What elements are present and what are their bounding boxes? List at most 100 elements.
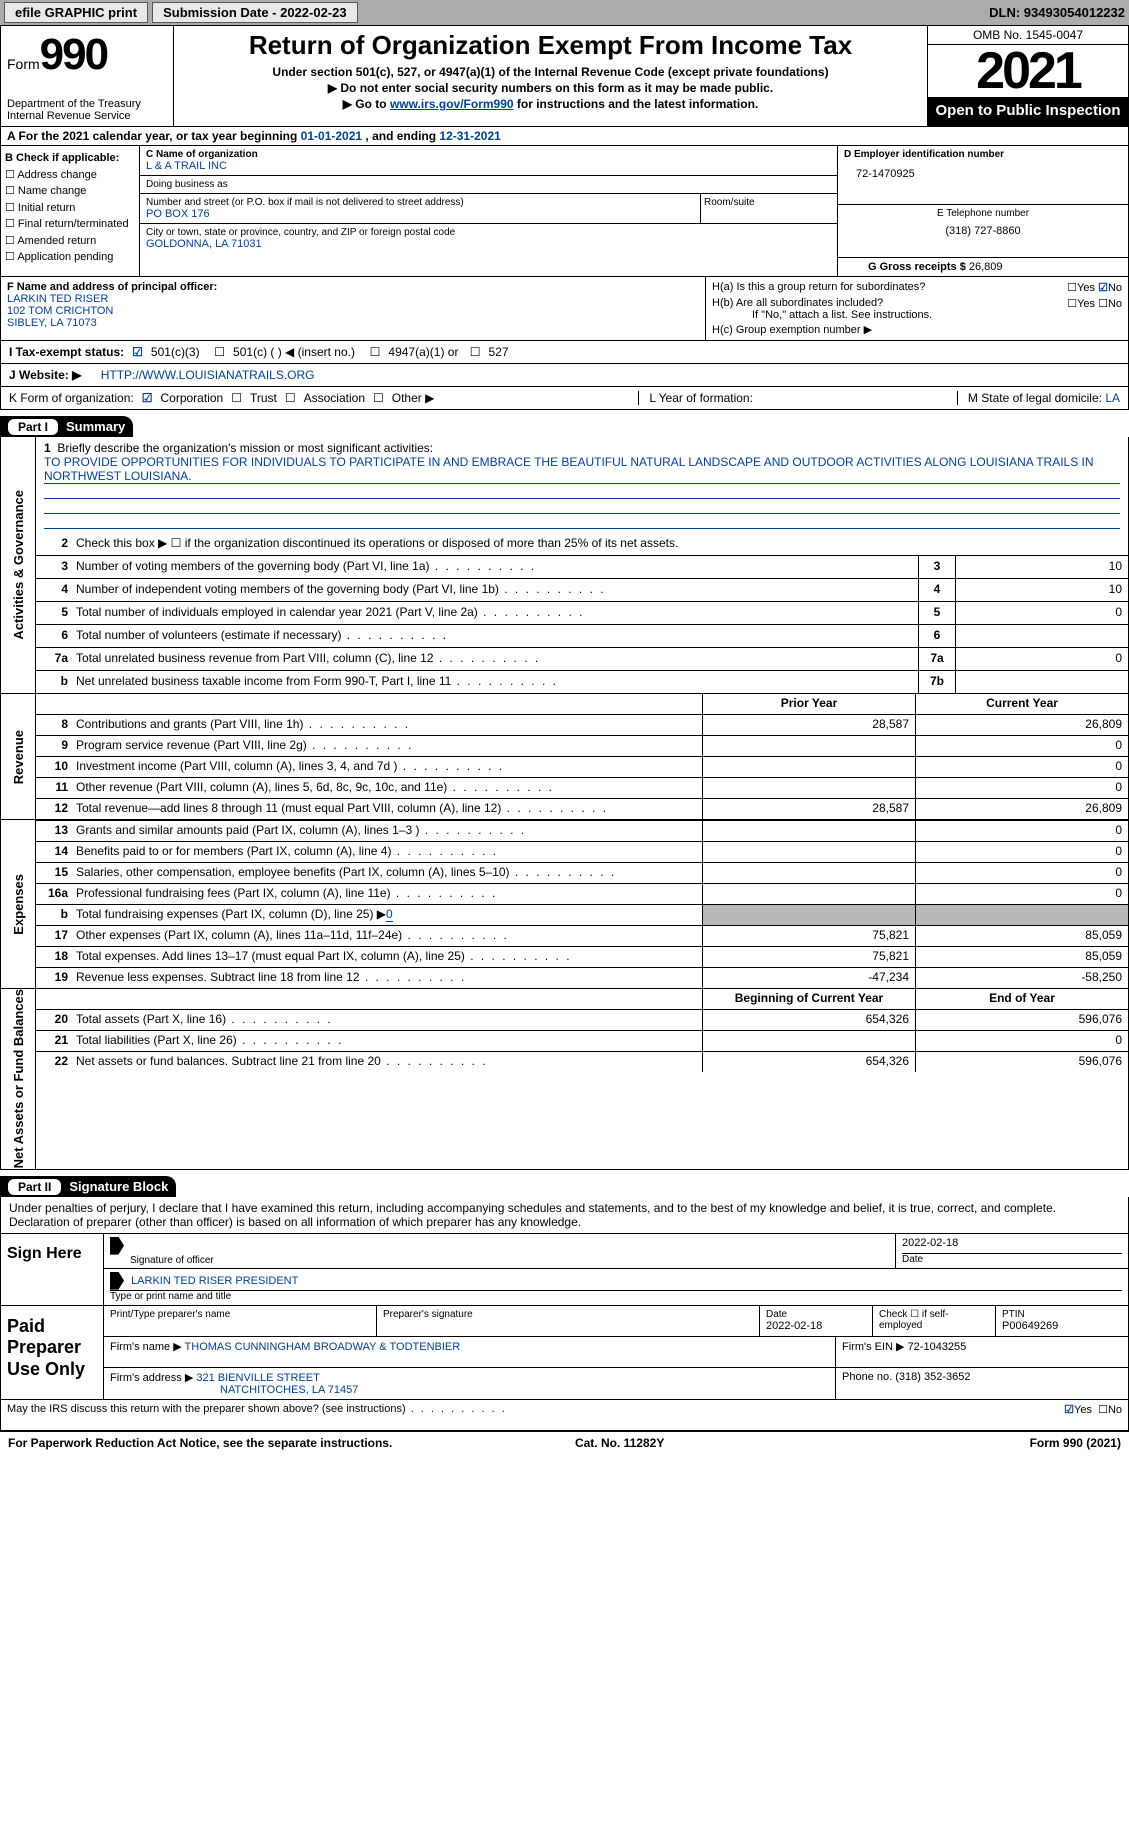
row-k-form-org: K Form of organization: ☑ Corporation ☐ … [0,387,1129,410]
exp-line-16a: Professional fundraising fees (Part IX, … [72,884,702,904]
ha-label: H(a) Is this a group return for subordin… [712,281,925,293]
rev-line-11: Other revenue (Part VIII, column (A), li… [72,778,702,798]
chk-address-change[interactable]: Address change [5,167,135,184]
net-line-22: Net assets or fund balances. Subtract li… [72,1052,702,1072]
row-website: J Website: ▶ HTTP://WWW.LOUISIANATRAILS.… [0,364,1129,387]
page-footer: For Paperwork Reduction Act Notice, see … [0,1431,1129,1454]
footer-mid: Cat. No. 11282Y [575,1436,664,1450]
footer-left: For Paperwork Reduction Act Notice, see … [8,1436,392,1450]
tel-value: (318) 727-8860 [844,219,1122,237]
net-line-21: Total liabilities (Part X, line 26) [72,1031,702,1051]
tax-year: 2021 [928,45,1128,97]
sig-date: 2022-02-18 [902,1237,958,1249]
form-number: Form990 [7,30,167,80]
exp-line-13: Grants and similar amounts paid (Part IX… [72,821,702,841]
form-header: Form990 Department of the Treasury Inter… [0,25,1129,127]
side-net-assets: Net Assets or Fund Balances [0,989,36,1169]
officer-addr2: SIBLEY, LA 71073 [7,317,97,329]
dln-label: DLN: 93493054012232 [989,5,1125,20]
firm-addr1: 321 BIENVILLE STREET [196,1372,320,1384]
city-value: GOLDONNA, LA 71031 [146,238,831,250]
org-name: L & A TRAIL INC [146,160,831,172]
signature-block: Under penalties of perjury, I declare th… [0,1197,1129,1431]
sig-date-label: Date [902,1253,1122,1265]
chk-amended[interactable]: Amended return [5,233,135,250]
gross-label: G Gross receipts $ [868,261,966,273]
section-b-c-d: B Check if applicable: Address change Na… [0,146,1129,277]
open-to-public: Open to Public Inspection [928,97,1128,126]
chk-initial-return[interactable]: Initial return [5,200,135,217]
hb-label: H(b) Are all subordinates included? [712,297,883,309]
self-employed-check[interactable]: Check ☐ if self-employed [872,1306,995,1336]
efile-print-button[interactable]: efile GRAPHIC print [4,2,148,23]
submission-date-badge: Submission Date - 2022-02-23 [152,2,358,23]
website-link[interactable]: HTTP://WWW.LOUISIANATRAILS.ORG [101,368,315,382]
net-line-20: Total assets (Part X, line 16) [72,1010,702,1030]
exp-line-b: Total fundraising expenses (Part IX, col… [72,905,702,925]
exp-line-18: Total expenses. Add lines 13–17 (must eq… [72,947,702,967]
hc-label: H(c) Group exemption number ▶ [712,323,1122,336]
line-4: Number of independent voting members of … [72,579,918,601]
officer-label: F Name and address of principal officer: [7,281,217,293]
ein-label: D Employer identification number [844,149,1122,160]
firm-name: THOMAS CUNNINGHAM BROADWAY & TODTENBIER [185,1341,461,1353]
officer-name: LARKIN TED RISER [7,293,108,305]
form-subtitle-1: Under section 501(c), 527, or 4947(a)(1)… [180,65,921,79]
line-6: Total number of volunteers (estimate if … [72,625,918,647]
line-2: Check this box ▶ ☐ if the organization d… [72,533,1128,555]
rev-line-10: Investment income (Part VIII, column (A)… [72,757,702,777]
tel-label: E Telephone number [844,208,1122,219]
exp-line-14: Benefits paid to or for members (Part IX… [72,842,702,862]
line-b: Net unrelated business taxable income fr… [72,671,918,693]
exp-line-17: Other expenses (Part IX, column (A), lin… [72,926,702,946]
part-1-header: Part ISummary [0,416,133,437]
line-7a: Total unrelated business revenue from Pa… [72,648,918,670]
room-suite: Room/suite [700,194,837,223]
sig-officer-label: Signature of officer [130,1255,214,1266]
side-revenue: Revenue [0,694,36,820]
form-subtitle-2: ▶ Do not enter social security numbers o… [180,81,921,95]
exp-line-19: Revenue less expenses. Subtract line 18 … [72,968,702,988]
rev-line-8: Contributions and grants (Part VIII, lin… [72,715,702,735]
firm-phone: (318) 352-3652 [895,1371,970,1383]
print-name-label: Type or print name and title [110,1290,1122,1302]
chk-name-change[interactable]: Name change [5,183,135,200]
officer-print-name: LARKIN TED RISER PRESIDENT [131,1275,298,1287]
ein-value: 72-1470925 [844,160,1122,180]
addr-value: PO BOX 176 [146,208,697,220]
hb-note: If "No," attach a list. See instructions… [712,309,1122,321]
line-5: Total number of individuals employed in … [72,602,918,624]
dept-label: Department of the Treasury Internal Reve… [7,98,167,122]
dba-label: Doing business as [146,179,831,190]
rev-line-9: Program service revenue (Part VIII, line… [72,736,702,756]
mission-block: 1 Briefly describe the organization's mi… [36,437,1128,533]
paid-preparer-label: Paid Preparer Use Only [1,1306,103,1399]
gross-value: 26,809 [969,261,1003,273]
row-a-tax-year: A For the 2021 calendar year, or tax yea… [0,127,1129,146]
form-subtitle-3: ▶ Go to www.irs.gov/Form990 for instruct… [180,97,921,111]
chk-application-pending[interactable]: Application pending [5,249,135,266]
side-activities-governance: Activities & Governance [0,437,36,694]
irs-link[interactable]: www.irs.gov/Form990 [390,97,514,111]
city-label: City or town, state or province, country… [146,227,831,238]
chk-final-return[interactable]: Final return/terminated [5,216,135,233]
firm-addr2: NATCHITOCHES, LA 71457 [220,1384,358,1396]
may-discuss-label: May the IRS discuss this return with the… [1,1400,956,1430]
side-expenses: Expenses [0,820,36,989]
rev-line-12: Total revenue—add lines 8 through 11 (mu… [72,799,702,819]
col-b-checkboxes: B Check if applicable: Address change Na… [1,146,140,276]
section-f-h: F Name and address of principal officer:… [0,277,1129,341]
officer-addr1: 102 TOM CRICHTON [7,305,113,317]
row-tax-exempt: I Tax-exempt status: ☑ 501(c)(3) ☐ 501(c… [0,341,1129,364]
line-3: Number of voting members of the governin… [72,556,918,578]
footer-right: Form 990 (2021) [1030,1436,1121,1450]
mission-text: TO PROVIDE OPPORTUNITIES FOR INDIVIDUALS… [44,455,1120,484]
part-2-header: Part IISignature Block [0,1176,176,1197]
firm-ein: 72-1043255 [908,1341,967,1353]
top-toolbar: efile GRAPHIC print Submission Date - 20… [0,0,1129,25]
exp-line-15: Salaries, other compensation, employee b… [72,863,702,883]
perjury-statement: Under penalties of perjury, I declare th… [1,1197,1128,1233]
arrow-icon [110,1272,124,1290]
addr-label: Number and street (or P.O. box if mail i… [146,197,697,208]
sign-here-label: Sign Here [1,1234,103,1305]
